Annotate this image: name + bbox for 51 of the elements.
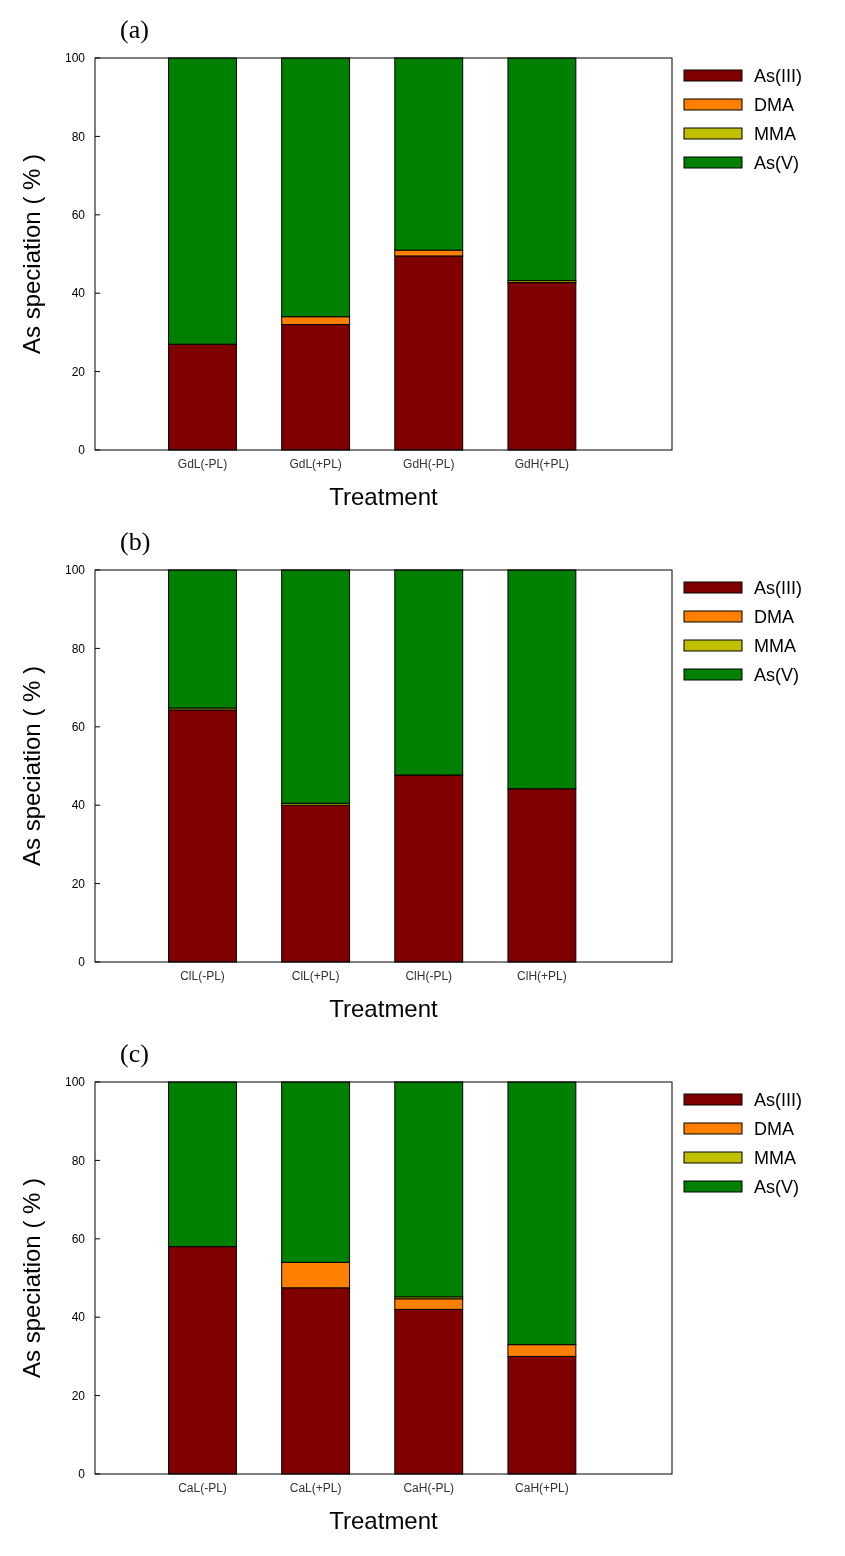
chart-title: (b)	[120, 527, 151, 556]
legend-label: MMA	[754, 124, 796, 145]
y-tick-label: 80	[71, 1153, 86, 1168]
x-tick-label: GdH(+PL)	[514, 457, 570, 471]
y-tick-label: 100	[64, 1075, 86, 1090]
legend-label: As(III)	[754, 66, 802, 87]
y-tick-label: 0	[78, 443, 86, 458]
legend-label: As(V)	[754, 153, 799, 174]
x-tick-label: ClL(-PL)	[180, 969, 225, 983]
x-tick-label: ClH(+PL)	[517, 969, 567, 983]
y-tick-label: 100	[64, 51, 86, 66]
x-tick-label: GdL(-PL)	[177, 457, 228, 471]
x-tick-label: GdH(-PL)	[403, 457, 455, 471]
x-tick-label: CaL(+PL)	[289, 1481, 342, 1495]
legend-label: As(III)	[754, 1090, 802, 1111]
y-tick-label: 40	[71, 286, 86, 301]
y-tick-label: 60	[71, 208, 86, 222]
x-tick-label: CaL(-PL)	[178, 1481, 227, 1495]
x-axis-title: Treatment	[329, 1507, 439, 1534]
y-tick-label: 20	[71, 876, 86, 891]
y-axis-title: As speciation ( % )	[18, 665, 45, 867]
y-tick-label: 80	[71, 641, 86, 656]
y-tick-label: 100	[64, 563, 86, 578]
legend-label: MMA	[754, 636, 796, 657]
y-tick-label: 40	[71, 1310, 86, 1325]
y-tick-label: 60	[71, 720, 86, 734]
y-axis-title: As speciation ( % )	[18, 1177, 45, 1379]
x-axis-title: Treatment	[329, 483, 439, 510]
legend-label: As(V)	[754, 1177, 799, 1198]
legend-label: DMA	[754, 607, 794, 628]
x-tick-label: ClH(-PL)	[405, 969, 453, 983]
y-axis-title: As speciation ( % )	[18, 153, 45, 355]
x-tick-label: ClL(+PL)	[291, 969, 340, 983]
x-tick-label: GdL(+PL)	[289, 457, 342, 471]
legend-label: DMA	[754, 1119, 794, 1140]
chart-title: (c)	[120, 1039, 149, 1068]
y-tick-label: 0	[78, 955, 86, 970]
y-tick-label: 40	[71, 798, 86, 813]
x-tick-label: CaH(-PL)	[403, 1481, 455, 1495]
y-tick-label: 20	[71, 1388, 86, 1403]
legend-label: As(V)	[754, 665, 799, 686]
legend-label: DMA	[754, 95, 794, 116]
chart-title: (a)	[120, 15, 149, 44]
y-tick-label: 20	[71, 364, 86, 379]
x-tick-label: CaH(+PL)	[515, 1481, 569, 1495]
y-tick-label: 60	[71, 1232, 86, 1246]
y-tick-label: 0	[78, 1467, 86, 1482]
y-tick-label: 80	[71, 129, 86, 144]
x-axis-title: Treatment	[329, 995, 439, 1022]
legend-label: As(III)	[754, 578, 802, 599]
legend-label: MMA	[754, 1148, 796, 1169]
